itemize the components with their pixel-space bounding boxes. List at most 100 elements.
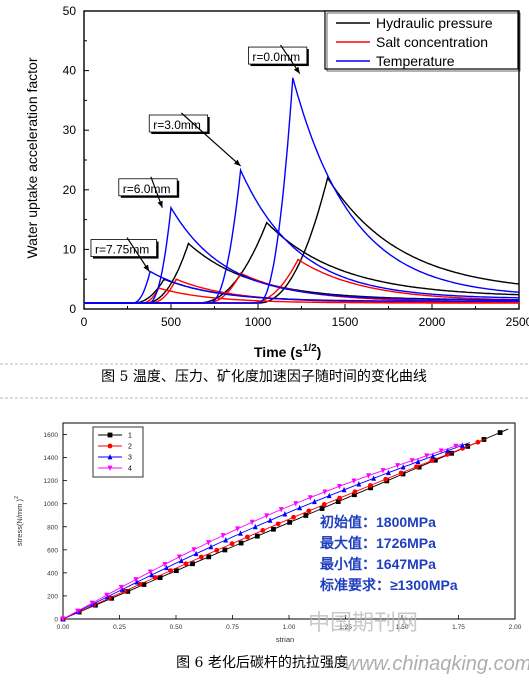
data-point: [229, 541, 235, 547]
data-point: [173, 568, 179, 574]
data-point: [497, 430, 503, 435]
series-3: [60, 442, 470, 622]
chart-1-ylabel: Water uptake acceleration factor: [24, 57, 40, 258]
data-point: [245, 534, 250, 540]
data-point: [380, 468, 386, 474]
data-point: [119, 586, 125, 592]
series-2-curve-3: [84, 77, 520, 304]
data-point: [400, 464, 406, 470]
data-point: [371, 475, 377, 481]
data-point: [147, 569, 153, 575]
y-tick-label: 600: [47, 547, 58, 554]
data-point: [260, 527, 266, 533]
data-point: [168, 568, 173, 574]
data-point: [125, 588, 131, 594]
y-tick-label: 10: [63, 242, 77, 256]
data-point: [275, 521, 281, 527]
data-point: [319, 506, 325, 511]
data-point: [134, 579, 140, 585]
data-point: [337, 495, 343, 501]
legend-label-temperature: Temperature: [376, 53, 455, 69]
data-point: [223, 537, 229, 543]
data-point: [178, 557, 184, 564]
y-tick-label: 1000: [44, 501, 59, 508]
annotation-box: [248, 46, 308, 65]
annotation-label-1: r=6.0mm: [123, 182, 171, 196]
data-point: [162, 561, 168, 568]
data-point: [249, 519, 255, 526]
annotation-arrowhead: [233, 159, 241, 166]
data-point: [191, 547, 197, 553]
annotation-arrowhead: [293, 66, 300, 74]
data-point: [208, 543, 214, 550]
y-tick-label: 20: [63, 183, 77, 197]
x-tick-label: 2000: [419, 315, 446, 329]
annotation-arrowhead: [143, 264, 150, 272]
data-point: [367, 483, 373, 488]
data-point: [398, 470, 404, 476]
data-point: [351, 478, 357, 484]
legend-marker-2: [107, 443, 113, 449]
x-tick-label: 0: [81, 315, 88, 329]
annotation-arrowhead: [157, 200, 163, 208]
data-point: [198, 554, 204, 560]
x-tick-label: 0.00: [57, 624, 70, 631]
data-point: [278, 507, 284, 513]
annotation-box: [148, 114, 209, 133]
watermark-url: www.chinaqking.com: [345, 653, 529, 675]
data-point: [109, 595, 114, 601]
data-point: [238, 540, 244, 546]
y-tick-label: 1400: [44, 455, 59, 462]
y-tick-label: 50: [63, 4, 77, 18]
series-2: [60, 438, 486, 622]
data-point: [352, 489, 358, 495]
data-point: [271, 526, 276, 532]
chart-1-xlabel: Time (s1/2): [254, 343, 321, 360]
data-point: [303, 513, 309, 518]
data-point: [366, 473, 371, 479]
data-point: [264, 513, 270, 519]
y-tick-label: 400: [47, 570, 58, 577]
data-point: [118, 584, 124, 591]
legend-label-2: 2: [128, 444, 132, 451]
data-point: [297, 504, 303, 511]
data-point: [307, 495, 313, 501]
data-point: [75, 608, 80, 615]
y-tick-label: 30: [63, 123, 77, 137]
chart-2-ylabel: stress(N/mm )2: [14, 496, 24, 546]
data-point: [336, 483, 342, 490]
data-point: [444, 452, 450, 457]
series-4: [60, 443, 464, 622]
annotation-standard: 标准要求：≥1300MPa: [319, 577, 458, 593]
x-tick-label: 1000: [245, 315, 272, 329]
legend-label-hydraulic: Hydraulic pressure: [376, 15, 493, 31]
data-point: [386, 469, 391, 476]
data-point: [383, 476, 389, 482]
data-point: [445, 447, 451, 454]
data-point: [453, 443, 459, 450]
annotation-max: 最大值：1726MPa: [320, 535, 436, 551]
chart-2-legend: 1 2 3 4: [92, 426, 144, 478]
legend-marker-4: [107, 465, 113, 471]
data-point: [409, 458, 415, 464]
figure-6-caption: 图 6 老化后碳杆的抗拉强度: [176, 655, 348, 671]
data-point: [238, 530, 243, 536]
data-point: [149, 571, 155, 578]
annotation-arrow: [126, 237, 150, 272]
data-point: [141, 582, 147, 587]
legend-label-salt: Salt concentration: [376, 34, 488, 50]
data-point: [235, 526, 240, 532]
y-tick-label: 200: [47, 593, 58, 600]
data-point: [460, 442, 465, 448]
annotation-arrow: [180, 112, 241, 167]
data-point: [222, 547, 228, 553]
data-point: [220, 533, 226, 539]
x-tick-label: 1.50: [396, 624, 409, 631]
y-tick-label: 1200: [44, 478, 59, 485]
annotation-initial: 初始值：1800MPa: [320, 514, 436, 530]
data-point: [438, 448, 444, 454]
data-point: [157, 575, 163, 580]
data-point: [356, 481, 362, 487]
